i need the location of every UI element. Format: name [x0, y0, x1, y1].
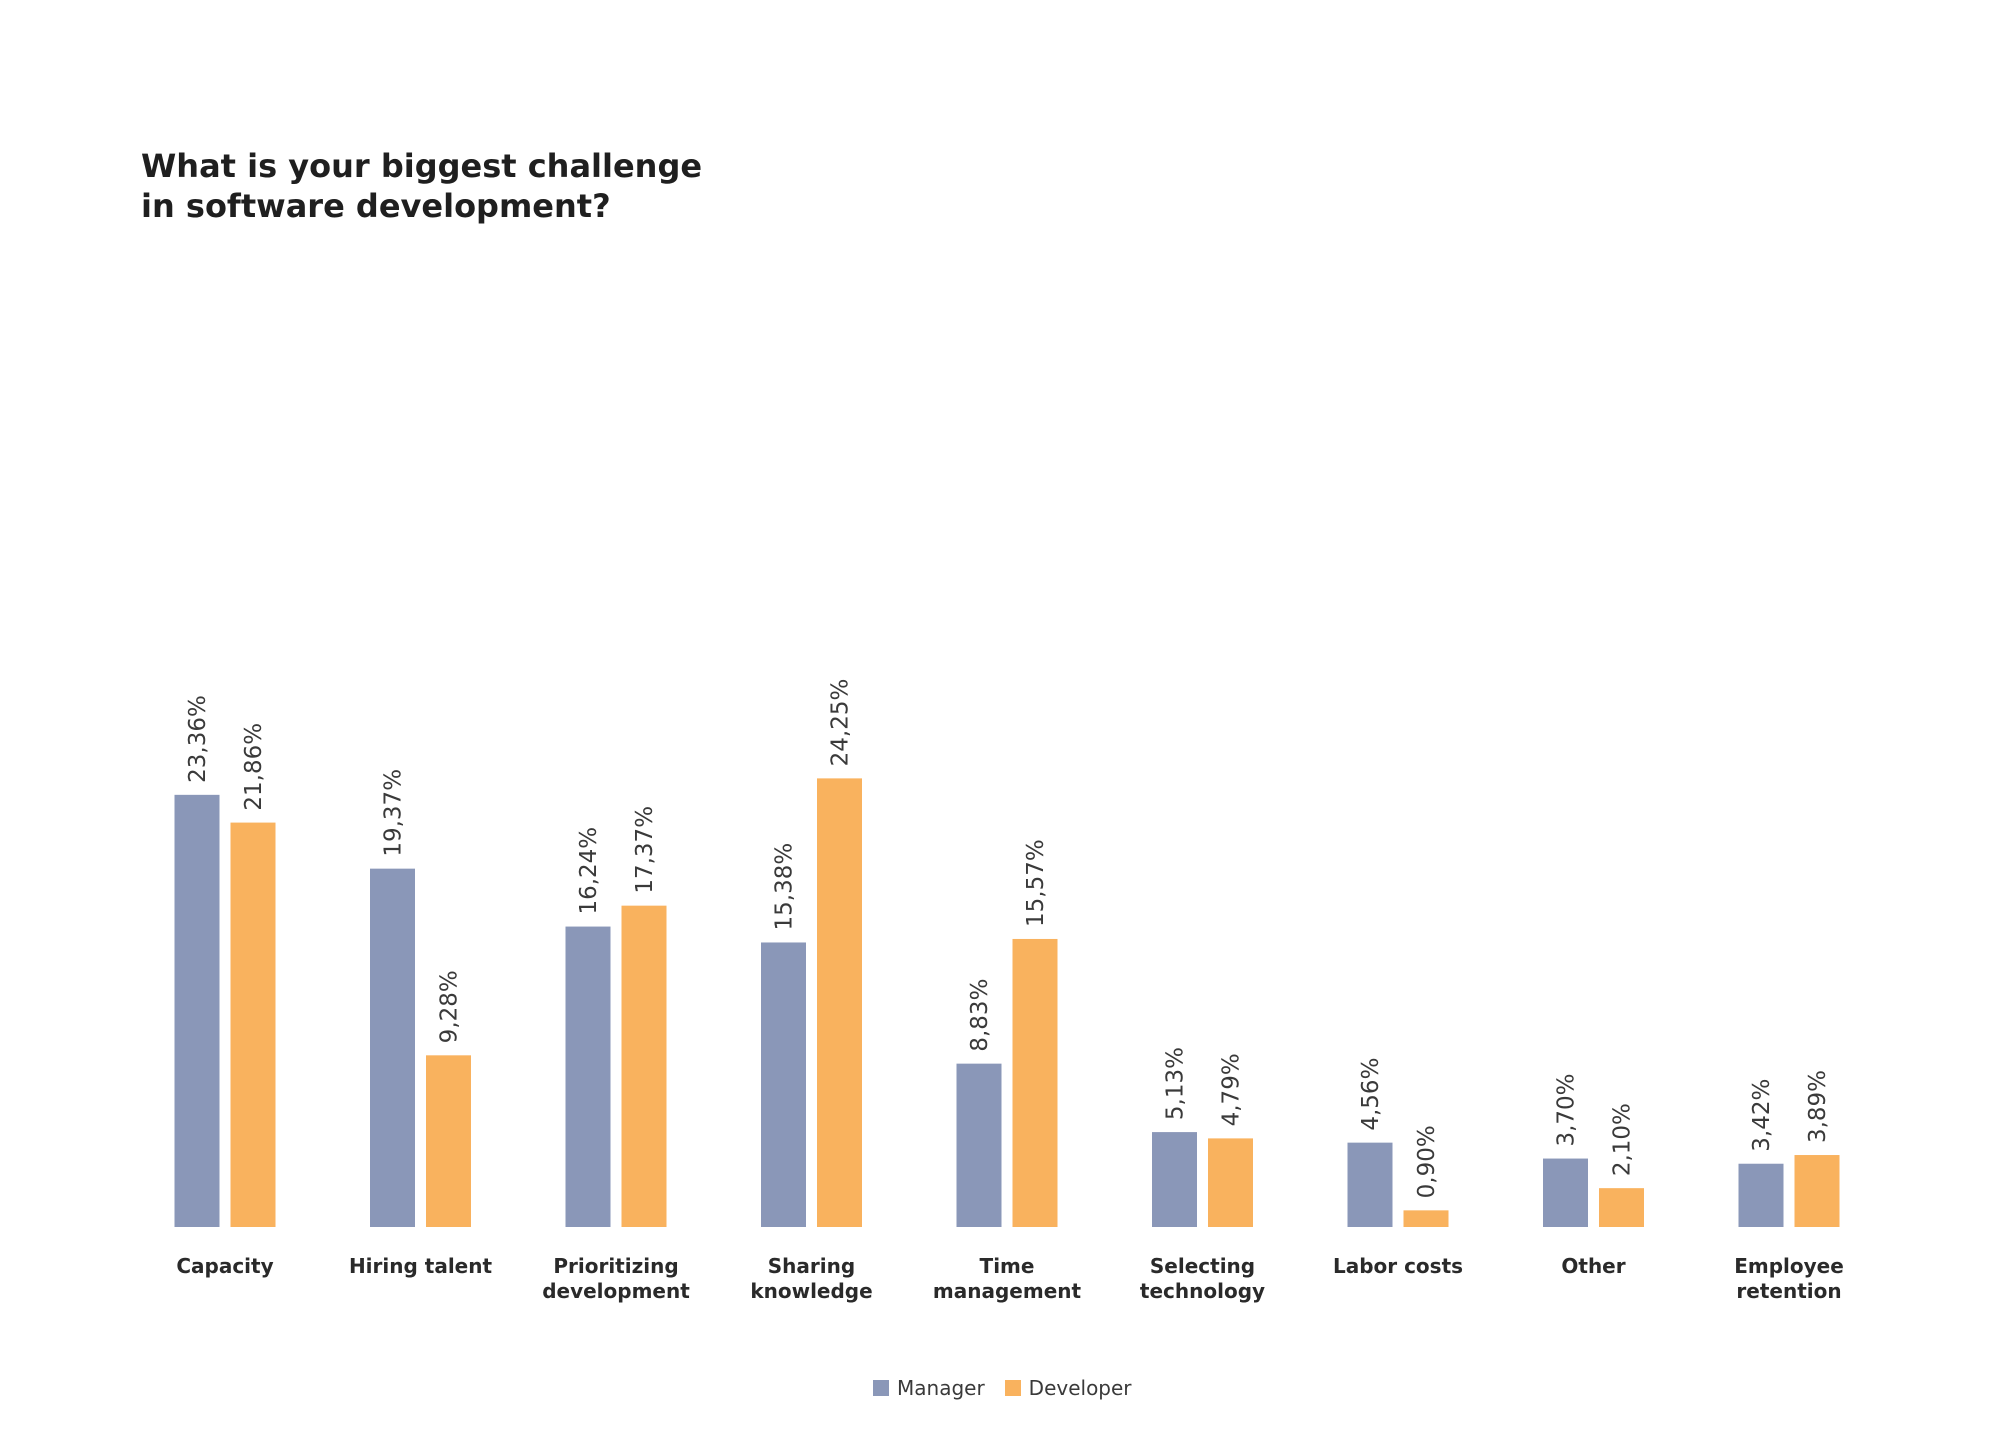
- category-label: Time: [980, 1254, 1035, 1278]
- category-label: Capacity: [176, 1254, 273, 1278]
- category-label: development: [542, 1279, 690, 1303]
- bar-group: 15,38% 24,25%: [761, 679, 862, 1227]
- bar-developer: [1403, 1210, 1449, 1227]
- data-label: 9,28%: [437, 970, 463, 1043]
- bar-manager: [956, 1063, 1002, 1227]
- bar-manager: [1347, 1142, 1393, 1227]
- data-label: 2,10%: [1610, 1103, 1636, 1176]
- data-label: 17,37%: [632, 806, 658, 894]
- bar-developer: [1012, 938, 1058, 1227]
- bar-manager: [370, 868, 415, 1227]
- data-label: 4,56%: [1358, 1058, 1384, 1131]
- data-label: 3,42%: [1749, 1079, 1775, 1152]
- bar-manager: [1543, 1158, 1588, 1227]
- chart-title-line-2: in software development?: [141, 187, 611, 225]
- data-label: 15,38%: [772, 843, 798, 931]
- legend-item-manager: Manager: [873, 1376, 985, 1400]
- bar-group: 16,24% 17,37%: [565, 806, 667, 1227]
- category-label: technology: [1140, 1279, 1265, 1303]
- bar-manager: [1152, 1132, 1197, 1227]
- bar-manager: [565, 926, 611, 1227]
- chart-title: What is your biggest challenge in softwa…: [141, 146, 702, 226]
- category-label: Hiring talent: [349, 1254, 493, 1278]
- bar-developer: [817, 778, 862, 1227]
- data-label: 8,83%: [967, 979, 993, 1052]
- bar-developer: [1599, 1188, 1644, 1227]
- bar-group: 3,42% 3,89%: [1738, 1070, 1840, 1227]
- legend-swatch-developer: [1004, 1380, 1021, 1396]
- data-label: 19,37%: [381, 769, 407, 857]
- chart-legend: Manager Developer: [873, 1376, 1152, 1400]
- data-label: 3,89%: [1805, 1070, 1831, 1143]
- data-label: 4,79%: [1219, 1053, 1245, 1126]
- category-label: retention: [1736, 1279, 1841, 1303]
- bar-developer: [621, 905, 667, 1227]
- bar-developer: [426, 1055, 471, 1227]
- data-label: 5,13%: [1163, 1047, 1189, 1120]
- bar-developer: [230, 822, 276, 1227]
- bar-manager: [761, 942, 806, 1227]
- bar-group: 19,37% 9,28%: [370, 769, 471, 1227]
- data-label: 23,36%: [185, 695, 211, 783]
- category-label: Labor costs: [1333, 1254, 1463, 1278]
- legend-label-manager: Manager: [897, 1376, 985, 1400]
- bar-developer: [1208, 1138, 1253, 1227]
- bar-manager: [174, 794, 220, 1227]
- bar-group: 5,13% 4,79%: [1152, 1047, 1253, 1227]
- bar-group: 4,56% 0,90%: [1347, 1058, 1449, 1227]
- category-label: Other: [1561, 1254, 1625, 1278]
- data-label: 0,90%: [1414, 1125, 1440, 1198]
- bar-developer: [1794, 1155, 1840, 1227]
- legend-item-developer: Developer: [1004, 1376, 1132, 1400]
- category-label: knowledge: [750, 1279, 872, 1303]
- data-label: 16,24%: [576, 827, 602, 915]
- category-label: Sharing: [768, 1254, 855, 1278]
- legend-swatch-manager: [873, 1380, 889, 1396]
- data-label: 24,25%: [828, 679, 854, 767]
- chart-title-line-1: What is your biggest challenge: [141, 147, 703, 185]
- bar-manager: [1738, 1163, 1784, 1227]
- category-label: Employee: [1734, 1254, 1844, 1278]
- data-label: 15,57%: [1023, 839, 1049, 927]
- data-label: 3,70%: [1554, 1073, 1580, 1146]
- data-label: 21,86%: [241, 723, 267, 811]
- legend-label-developer: Developer: [1028, 1376, 1132, 1400]
- category-label: Selecting: [1150, 1254, 1255, 1278]
- bar-group: 3,70% 2,10%: [1543, 1073, 1644, 1227]
- category-label: management: [933, 1279, 1082, 1303]
- category-label: Prioritizing: [553, 1254, 678, 1278]
- bar-group: 23,36% 21,86%: [174, 695, 276, 1227]
- bar-group: 8,83% 15,57%: [956, 839, 1058, 1227]
